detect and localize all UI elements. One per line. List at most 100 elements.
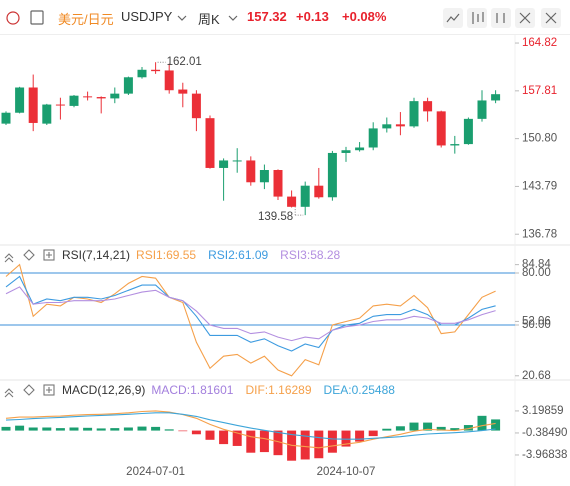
macd-bar	[123, 427, 133, 431]
legend-value: 1.16289	[268, 383, 312, 397]
candle-body	[355, 147, 365, 151]
candle-body	[368, 128, 378, 148]
rsi-header: RSI(7,14,21) RSI169.55 RSI261.09 RSI358.28	[62, 245, 352, 265]
macd-bar	[28, 427, 38, 431]
macd-bar	[436, 426, 446, 431]
macd-bar	[327, 430, 337, 453]
y-tick-label: 50.00	[522, 319, 551, 331]
macd-bar	[273, 430, 283, 456]
macd-header: MACD(12,26,9) MACD1.81601 DIF1.16289 DEA0.2…	[62, 380, 407, 400]
candle-body	[1, 112, 11, 124]
legend-name: RSI1	[136, 248, 166, 262]
high-annotation: 162.01	[167, 56, 202, 68]
candle-body	[436, 111, 446, 146]
y-tick-label: -0.38490	[522, 427, 567, 439]
rsi-line	[5, 263, 496, 377]
y-tick-label: 52.06	[522, 315, 551, 327]
legend-value: 69.55	[166, 248, 197, 262]
candle-body	[164, 70, 174, 91]
macd-bar	[164, 429, 174, 431]
macd-bar	[314, 430, 324, 459]
macd-bar	[491, 419, 501, 431]
candle-body	[327, 152, 337, 198]
candle-body	[314, 185, 324, 198]
candle-body	[42, 104, 52, 124]
x-tick-label: 2024-07-01	[126, 466, 185, 478]
candle-body	[409, 101, 419, 127]
macd-bar	[15, 425, 25, 431]
candle-body	[219, 160, 229, 168]
legend-item: MACD1.81601	[151, 383, 239, 397]
pair-name[interactable]: 美元/日元	[58, 12, 114, 27]
candle-body	[300, 185, 310, 207]
macd-bar	[477, 415, 487, 431]
legend-value: 58.28	[310, 248, 341, 262]
candle-body	[191, 93, 201, 119]
legend-name: RSI3	[280, 248, 310, 262]
y-tick-label: -3.96838	[522, 449, 567, 461]
indicator-title: MACD(12,26,9)	[62, 383, 146, 397]
candle-body	[491, 94, 501, 101]
macd-bar	[69, 427, 79, 431]
candle-body	[205, 118, 215, 168]
macd-bar	[409, 422, 419, 431]
macd-bar	[450, 428, 460, 431]
candle-body	[110, 93, 120, 99]
candle-body	[69, 95, 79, 106]
panel-icons	[4, 249, 55, 398]
candle-body	[83, 96, 93, 98]
macd-bar	[137, 426, 147, 431]
macd-bar	[246, 430, 256, 453]
low-annotation: 139.58	[258, 211, 293, 223]
macd-bar	[55, 428, 65, 431]
legend-name: MACD	[151, 383, 190, 397]
legend-value: 1.81601	[190, 383, 234, 397]
candle-body	[123, 77, 133, 94]
toolbar-icons	[6, 8, 561, 28]
period[interactable]: 周K	[198, 12, 220, 27]
legend-item: DEA0.25488	[324, 383, 401, 397]
symbol[interactable]: USDJPY	[121, 9, 173, 24]
change-percent: +0.08%	[342, 9, 387, 24]
candle-body	[28, 87, 38, 123]
legend-value: 0.25488	[351, 383, 395, 397]
legend-item: RSI358.28	[280, 248, 346, 262]
macd-bar	[219, 430, 229, 445]
legend-value: 61.09	[238, 248, 269, 262]
legend-item: RSI169.55	[136, 248, 202, 262]
macd-bar	[368, 430, 378, 437]
y-tick-label: 136.78	[522, 228, 557, 240]
macd-bar	[259, 430, 269, 453]
y-tick-label: 164.82	[522, 37, 557, 49]
candle-body	[232, 160, 242, 162]
candle-body	[341, 150, 351, 153]
macd-bar	[395, 426, 405, 431]
macd-bar	[110, 428, 120, 431]
macd-bar	[1, 426, 11, 431]
candle-body	[463, 118, 473, 145]
macd-bar	[151, 426, 161, 431]
candle-body	[423, 101, 433, 112]
macd-bar	[382, 428, 392, 431]
candle-body	[273, 170, 283, 197]
y-tick-label: 150.80	[522, 133, 557, 145]
candle-body	[259, 170, 269, 183]
change: +0.13	[296, 9, 329, 24]
legend-name: RSI2	[208, 248, 238, 262]
macd-bar	[83, 427, 93, 431]
macd-line	[5, 412, 496, 440]
y-tick-label: 84.84	[522, 259, 551, 271]
legend-name: DIF	[245, 383, 268, 397]
price: 157.32	[247, 9, 287, 24]
macd-bar	[191, 430, 201, 435]
candle-body	[137, 69, 147, 78]
macd-bar	[232, 430, 242, 446]
macd-bar	[423, 422, 433, 431]
candle-body	[477, 100, 487, 119]
macd-bar	[178, 430, 188, 432]
y-tick-label: 20.68	[522, 370, 551, 382]
indicator-title: RSI(7,14,21)	[62, 248, 131, 262]
toolbar: 美元/日元 USDJPY 周K 157.32 +0.13 +0.08%	[0, 0, 570, 35]
